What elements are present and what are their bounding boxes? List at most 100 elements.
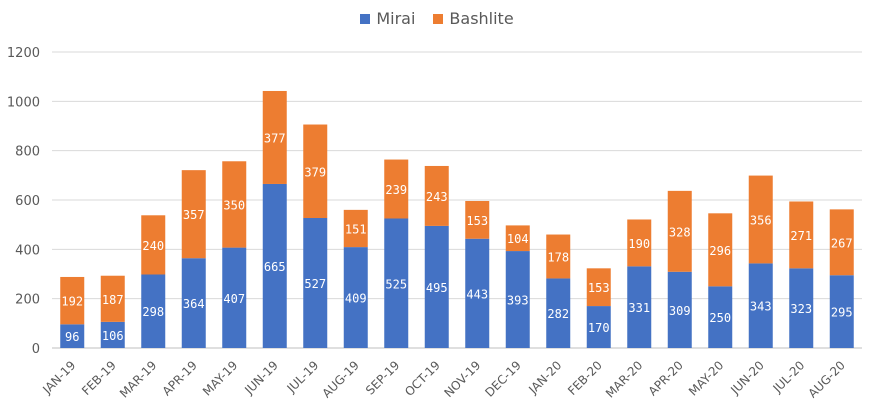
- bar-mirai-mar-20: [627, 266, 652, 348]
- x-tick-label: JUL-19: [284, 358, 322, 396]
- bar-bashlite-mar-19: [141, 215, 166, 275]
- legend-swatch-bashlite: [433, 13, 444, 24]
- data-label-mirai-dec-19: 393: [507, 294, 529, 308]
- data-label-mirai-mar-19: 298: [142, 305, 164, 319]
- y-tick-label: 800: [15, 145, 40, 160]
- data-label-bashlite-jun-19: 377: [264, 131, 286, 145]
- bar-mirai-apr-19: [181, 258, 206, 348]
- data-label-mirai-jun-19: 665: [264, 260, 286, 274]
- x-tick-label: JAN-19: [39, 358, 78, 397]
- bar-mirai-jan-20: [546, 278, 571, 348]
- bar-bashlite-jan-20: [546, 234, 571, 279]
- bar-bashlite-jul-20: [789, 201, 814, 269]
- data-label-bashlite-dec-19: 104: [507, 232, 529, 246]
- x-tick-label: MAY-20: [686, 358, 726, 398]
- data-label-bashlite-sep-19: 239: [385, 183, 407, 197]
- bar-mirai-dec-19: [505, 251, 530, 348]
- legend-swatch-mirai: [360, 13, 371, 24]
- x-tick-label: APR-19: [160, 358, 200, 398]
- data-label-mirai-sep-19: 525: [385, 277, 407, 291]
- legend-item-bashlite: Bashlite: [433, 9, 514, 28]
- x-tick-label: MAR-20: [603, 358, 645, 400]
- bar-mirai-may-20: [708, 286, 733, 348]
- data-label-bashlite-jan-19: 192: [61, 295, 83, 309]
- x-tick-label: MAR-19: [117, 358, 159, 400]
- x-tick-label: JUN-20: [727, 358, 767, 398]
- bar-mirai-feb-20: [586, 306, 611, 348]
- bar-bashlite-oct-19: [424, 165, 449, 226]
- data-label-mirai-apr-20: 309: [669, 304, 691, 318]
- data-label-bashlite-apr-20: 328: [669, 225, 691, 239]
- data-label-bashlite-mar-19: 240: [142, 239, 164, 253]
- y-tick-label: 400: [15, 243, 40, 258]
- bar-mirai-mar-19: [141, 274, 166, 348]
- bar-mirai-jun-20: [748, 263, 773, 348]
- data-label-bashlite-jan-20: 178: [547, 250, 569, 264]
- y-tick-label: 1200: [7, 46, 40, 61]
- bar-bashlite-jul-19: [303, 124, 328, 219]
- data-label-bashlite-nov-19: 153: [466, 214, 488, 228]
- data-label-bashlite-oct-19: 243: [426, 190, 448, 204]
- data-label-mirai-aug-19: 409: [345, 292, 367, 306]
- legend: Mirai Bashlite: [0, 9, 874, 28]
- bar-mirai-jan-19: [60, 324, 85, 348]
- bar-bashlite-dec-19: [505, 225, 530, 252]
- y-tick-label: 200: [15, 293, 40, 308]
- data-label-mirai-aug-20: 295: [831, 306, 853, 320]
- y-tick-label: 1000: [7, 95, 40, 110]
- x-tick-label: APR-20: [646, 358, 686, 398]
- x-tick-label: NOV-19: [441, 358, 483, 400]
- bar-bashlite-aug-20: [829, 209, 854, 276]
- data-label-mirai-jan-20: 282: [547, 307, 569, 321]
- data-label-bashlite-jul-19: 379: [304, 165, 326, 179]
- x-tick-label: JUL-20: [770, 358, 808, 396]
- bar-bashlite-may-19: [222, 161, 247, 248]
- x-tick-label: FEB-19: [79, 358, 119, 398]
- bar-mirai-oct-19: [424, 225, 449, 348]
- bar-bashlite-nov-19: [465, 200, 490, 239]
- bar-mirai-jun-19: [262, 183, 287, 348]
- x-tick-label: FEB-20: [565, 358, 605, 398]
- data-label-bashlite-feb-20: 153: [588, 281, 610, 295]
- bar-bashlite-mar-20: [627, 219, 652, 267]
- data-label-bashlite-aug-20: 267: [831, 236, 853, 250]
- x-tick-label: SEP-19: [363, 358, 402, 397]
- data-label-bashlite-aug-19: 151: [345, 222, 367, 236]
- x-tick-label: AUG-20: [806, 358, 848, 400]
- bar-bashlite-apr-19: [181, 170, 206, 259]
- legend-label-bashlite: Bashlite: [449, 9, 514, 28]
- bar-bashlite-jan-19: [60, 276, 85, 325]
- y-tick-label: 0: [32, 342, 40, 357]
- bar-bashlite-sep-19: [384, 159, 409, 219]
- data-label-bashlite-jul-20: 271: [790, 229, 812, 243]
- bar-bashlite-apr-20: [667, 190, 692, 272]
- data-label-bashlite-apr-19: 357: [183, 208, 205, 222]
- bar-mirai-may-19: [222, 247, 247, 348]
- bar-mirai-aug-19: [343, 247, 368, 348]
- data-label-mirai-apr-19: 364: [183, 297, 205, 311]
- data-label-mirai-jul-19: 527: [304, 277, 326, 291]
- data-label-bashlite-jun-20: 356: [750, 213, 772, 227]
- data-label-mirai-may-19: 407: [223, 292, 245, 306]
- bar-bashlite-jun-20: [748, 175, 773, 264]
- bar-mirai-aug-20: [829, 275, 854, 348]
- data-label-mirai-nov-19: 443: [466, 287, 488, 301]
- x-tick-label: JAN-20: [525, 358, 564, 397]
- y-tick-label: 600: [15, 194, 40, 209]
- data-label-mirai-may-20: 250: [709, 311, 731, 325]
- x-tick-label: DEC-19: [482, 358, 524, 400]
- bar-mirai-jul-20: [789, 268, 814, 348]
- legend-label-mirai: Mirai: [376, 9, 416, 28]
- bar-bashlite-feb-20: [586, 268, 611, 307]
- data-label-bashlite-mar-20: 190: [628, 237, 650, 251]
- bar-mirai-apr-20: [667, 271, 692, 348]
- data-label-mirai-feb-19: 106: [102, 329, 124, 343]
- bar-bashlite-jun-19: [262, 90, 287, 184]
- data-label-mirai-oct-19: 495: [426, 281, 448, 295]
- data-label-mirai-jul-20: 323: [790, 302, 812, 316]
- x-tick-label: JUN-19: [241, 358, 281, 398]
- bar-bashlite-feb-19: [100, 275, 125, 322]
- bar-mirai-sep-19: [384, 218, 409, 348]
- data-label-mirai-mar-20: 331: [628, 301, 650, 315]
